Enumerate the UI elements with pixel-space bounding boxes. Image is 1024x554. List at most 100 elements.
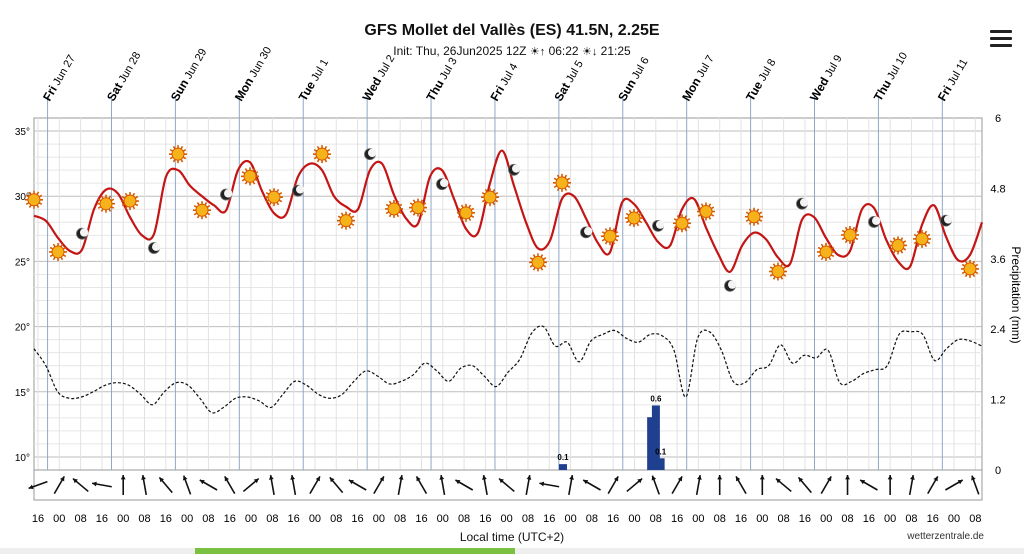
sun-icon — [817, 242, 835, 261]
wind-arrow-head — [379, 476, 384, 482]
sun-ray — [108, 208, 112, 212]
sun-ray — [916, 243, 920, 248]
sun-icon — [265, 188, 283, 207]
sun-ray — [828, 243, 832, 248]
day-label: FriJun 27 — [40, 53, 78, 103]
sun-ray — [340, 212, 344, 216]
wind-arrow — [498, 477, 515, 493]
sun-ray — [844, 239, 848, 244]
wind-arrow — [141, 475, 148, 495]
sun-disc — [171, 147, 185, 161]
x-tick-label: 08 — [969, 513, 981, 525]
sun-ray — [62, 254, 67, 258]
x-tick-label: 16 — [671, 513, 683, 525]
sun-ray — [110, 206, 115, 209]
sunset-icon: ☀↓ — [581, 46, 598, 58]
x-tick-label: 00 — [53, 513, 65, 525]
wind-arrow-head — [971, 475, 976, 481]
wind-arrow-head — [775, 478, 781, 484]
moon-icon-crescent — [584, 226, 593, 236]
sunrise-icon: ☀↑ — [529, 46, 546, 58]
y-left-tick-label: 35° — [15, 127, 30, 138]
chart-grid — [33, 117, 983, 501]
day-label-weekday: Thu — [871, 77, 894, 103]
wind-arrow — [944, 479, 964, 491]
sun-icon — [673, 214, 691, 233]
sun-ray — [100, 195, 104, 199]
x-tick-label: 16 — [96, 513, 108, 525]
sun-icon — [385, 199, 403, 218]
day-label: WedJul 9 — [807, 52, 845, 103]
wind-arrow — [348, 479, 367, 491]
day-label-date: Jul 6 — [630, 55, 652, 81]
sun-ray — [25, 194, 30, 198]
sun-ray — [628, 222, 632, 227]
sun-ray — [206, 205, 211, 208]
day-label: FriJul 11 — [935, 56, 971, 104]
sun-ray — [852, 239, 856, 244]
sun-ray — [134, 203, 139, 207]
x-tick-label: 16 — [799, 513, 811, 525]
menu-icon[interactable] — [990, 30, 1012, 48]
wind-arrow-head — [439, 475, 445, 480]
wind-arrow — [482, 475, 488, 495]
sun-disc — [195, 203, 209, 217]
sun-ray — [132, 205, 136, 210]
day-label: MonJul 7 — [679, 53, 717, 103]
sun-ray — [316, 158, 320, 163]
wind-arrow — [269, 475, 275, 495]
wind-arrow-head — [697, 475, 702, 480]
wind-row-frame — [33, 469, 983, 501]
sun-disc — [915, 232, 929, 246]
day-label-text: WedJul 9 — [807, 52, 845, 103]
moon-icon-crescent — [152, 242, 161, 252]
wind-arrow — [887, 475, 893, 495]
wind-arrow — [397, 475, 404, 495]
wind-arrow-head — [526, 475, 532, 480]
precip-bar — [647, 417, 656, 470]
day-label-weekday: Fri — [487, 83, 507, 103]
x-tick-label: 16 — [735, 513, 747, 525]
wind-arrow-head — [539, 481, 545, 487]
day-label-date: Jul 4 — [498, 61, 520, 87]
sun-disc — [963, 262, 977, 276]
sun-icon — [697, 202, 715, 221]
sun-disc — [483, 190, 497, 204]
wind-arrow-head — [860, 480, 866, 485]
chart-subtitle: Init: Thu, 26Jun2025 12Z ☀↑ 06:22 ☀↓ 21:… — [0, 44, 1024, 58]
sun-icon — [169, 145, 187, 164]
sun-disc — [819, 245, 833, 259]
sun-disc — [843, 228, 857, 242]
day-label-text: ThuJul 3 — [424, 55, 460, 104]
sun-ray — [628, 209, 632, 214]
sun-ray — [276, 188, 280, 193]
day-label-weekday: Mon — [232, 75, 256, 103]
x-tick-label: 16 — [224, 513, 236, 525]
sunrise-time: 06:22 — [548, 44, 579, 58]
sun-icon — [481, 188, 499, 207]
plot-frame — [33, 117, 983, 471]
x-tick-label: 08 — [266, 513, 278, 525]
sun-icon — [745, 207, 763, 226]
wind-arrow-head — [613, 476, 619, 482]
day-label-date: Jul 1 — [309, 57, 331, 83]
wind-arrow — [845, 475, 850, 495]
sun-ray — [604, 241, 608, 245]
wind-arrow — [290, 475, 297, 495]
sun-ray — [468, 217, 472, 222]
sun-ray — [708, 216, 712, 220]
y-right-tick-label: 0 — [995, 465, 1001, 477]
wind-row — [28, 475, 980, 495]
sun-ray — [396, 200, 400, 205]
sun-ray — [700, 203, 704, 207]
wind-arrow — [717, 475, 723, 495]
day-lines — [47, 96, 943, 470]
wind-arrow — [182, 475, 192, 495]
wind-arrow — [820, 475, 832, 495]
sun-ray — [196, 202, 200, 206]
day-label-text: FriJul 11 — [935, 56, 971, 104]
sun-ray — [97, 206, 102, 209]
day-label-date: Jul 5 — [564, 59, 586, 85]
y-right-tick-label: 2.4 — [990, 324, 1005, 336]
sun-icon — [841, 225, 859, 244]
